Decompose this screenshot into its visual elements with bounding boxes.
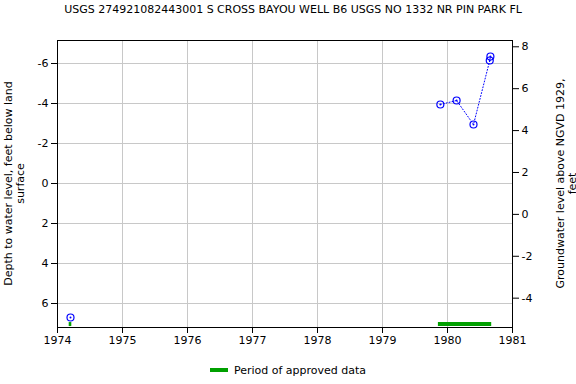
svg-text:Depth to water level, feet bel: Depth to water level, feet below landsur… [2, 81, 27, 286]
svg-text:2: 2 [42, 217, 49, 230]
svg-text:1976: 1976 [174, 334, 202, 347]
svg-text:6: 6 [42, 297, 49, 310]
svg-text:-2: -2 [38, 137, 49, 150]
svg-text:8: 8 [522, 40, 529, 53]
svg-text:2: 2 [522, 166, 529, 179]
svg-text:-6: -6 [38, 57, 49, 70]
svg-text:0: 0 [42, 177, 49, 190]
svg-text:1975: 1975 [109, 334, 137, 347]
svg-text:1981: 1981 [499, 334, 527, 347]
svg-text:6: 6 [522, 82, 529, 95]
html-text:USGS 274921082443001 S CROSS B: USGS 274921082443001 S CROSS BAYOU WELL … [64, 3, 522, 16]
svg-text:1980: 1980 [434, 334, 462, 347]
svg-text:1977: 1977 [239, 334, 267, 347]
svg-text:-4: -4 [522, 292, 533, 305]
svg-text:4: 4 [522, 124, 529, 137]
svg-text:1978: 1978 [304, 334, 332, 347]
svg-text:-4: -4 [38, 97, 49, 110]
html-text:Period of approved data: Period of approved data [233, 363, 367, 377]
svg-text:4: 4 [42, 257, 49, 270]
svg-text:Groundwater level above NGVD 1: Groundwater level above NGVD 1929,feet [554, 79, 576, 289]
svg-text:-2: -2 [522, 250, 533, 263]
svg-text:1979: 1979 [369, 334, 397, 347]
svg-text:0: 0 [522, 208, 529, 221]
svg-text:1974: 1974 [44, 334, 72, 347]
